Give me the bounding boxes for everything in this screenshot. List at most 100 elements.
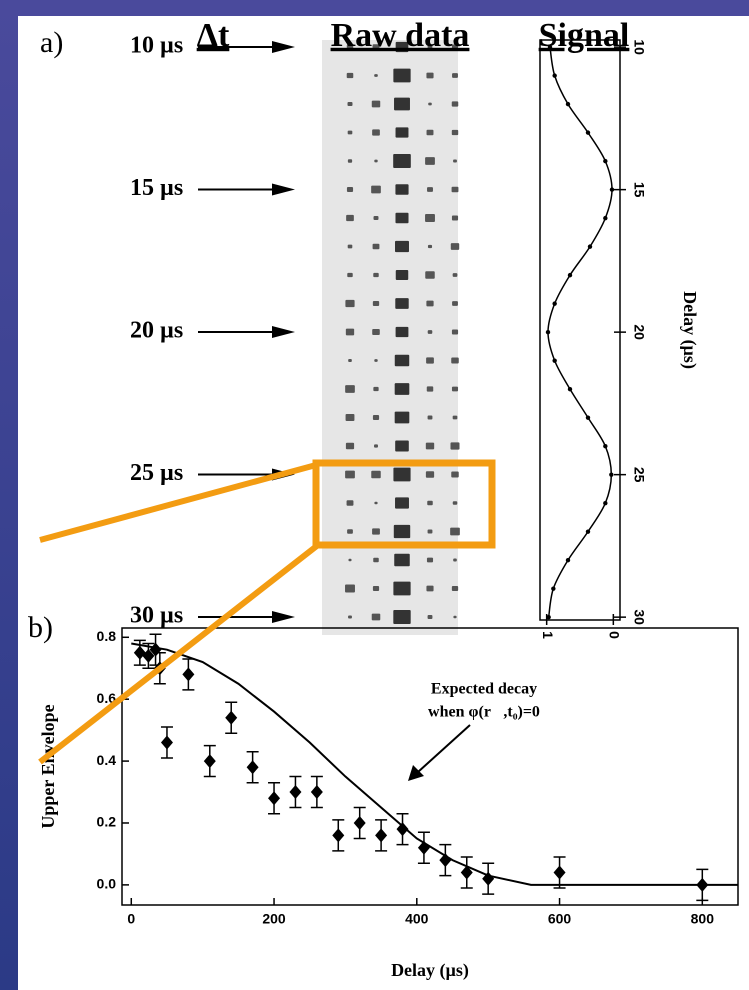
- raw-spot: [371, 186, 381, 194]
- raw-spot: [374, 502, 377, 505]
- raw-spot: [345, 585, 355, 593]
- raw-spot: [348, 615, 352, 618]
- raw-spot: [453, 559, 457, 562]
- signal-point: [566, 558, 570, 562]
- raw-spot: [395, 184, 408, 195]
- signal-point: [603, 159, 607, 163]
- raw-spot: [348, 359, 352, 362]
- y-tick-label: 20: [631, 324, 647, 340]
- raw-spot: [393, 69, 410, 83]
- raw-spot: [394, 525, 410, 538]
- raw-spot: [426, 301, 433, 307]
- raw-spot: [346, 215, 354, 221]
- y-tick-label: 0.0: [97, 876, 117, 892]
- raw-spot: [426, 586, 433, 592]
- raw-spot: [393, 610, 410, 624]
- raw-spot: [394, 98, 410, 111]
- raw-spot: [373, 586, 379, 591]
- raw-spot: [453, 416, 458, 420]
- column-header: Signal: [539, 17, 630, 54]
- raw-spot: [374, 444, 378, 447]
- raw-spot: [451, 243, 459, 250]
- raw-spot: [347, 529, 353, 534]
- signal-point: [603, 444, 607, 448]
- panel-label: b): [28, 611, 53, 644]
- raw-spot: [453, 616, 456, 619]
- raw-spot: [374, 160, 377, 163]
- raw-spot: [453, 273, 458, 277]
- raw-spot: [347, 500, 354, 506]
- signal-point: [610, 187, 614, 191]
- raw-spot: [348, 159, 352, 162]
- delay-label: 10 µs: [130, 33, 183, 59]
- raw-spot: [453, 501, 458, 505]
- raw-spot: [395, 441, 409, 452]
- raw-spot: [395, 213, 408, 223]
- delay-label: 15 µs: [130, 175, 183, 201]
- raw-spot: [346, 329, 354, 336]
- x-tick-label: 800: [691, 911, 715, 927]
- y-tick-label: 15: [631, 182, 647, 198]
- signal-point: [566, 102, 570, 106]
- delay-label: 20 µs: [130, 318, 183, 344]
- raw-spot: [396, 127, 409, 137]
- raw-spot: [348, 245, 353, 249]
- raw-spot: [426, 73, 433, 79]
- raw-spot: [374, 216, 379, 220]
- raw-spot: [395, 412, 410, 424]
- raw-spot: [394, 554, 410, 566]
- annotation: Expected decay: [431, 681, 537, 698]
- column-header: Δt: [197, 17, 230, 54]
- y-tick-label: 0.8: [97, 628, 117, 644]
- raw-spot: [393, 582, 410, 596]
- column-header: Raw data: [331, 17, 470, 54]
- raw-spot: [425, 214, 435, 222]
- delay-label: 25 µs: [130, 460, 183, 486]
- raw-spot: [452, 301, 458, 306]
- raw-spot: [372, 614, 381, 621]
- signal-point: [552, 358, 556, 362]
- raw-spot: [372, 129, 380, 135]
- raw-spot: [395, 497, 409, 508]
- x-tick-label: 0: [127, 911, 135, 927]
- y-tick-label: 0.4: [97, 752, 117, 768]
- raw-spot: [426, 471, 434, 478]
- axis-label: Delay (µs): [679, 291, 700, 369]
- raw-spot: [373, 558, 379, 562]
- raw-spot: [395, 298, 408, 309]
- x-tick-label: 400: [405, 911, 429, 927]
- y-tick-label: 0.2: [97, 814, 117, 830]
- raw-spot: [372, 528, 380, 534]
- raw-spot: [373, 415, 379, 420]
- raw-spot: [348, 102, 353, 106]
- raw-spot: [452, 130, 458, 135]
- raw-spot: [372, 329, 380, 335]
- raw-spot: [395, 241, 409, 252]
- signal-point: [551, 586, 555, 590]
- raw-spot: [346, 414, 355, 421]
- signal-point: [603, 501, 607, 505]
- raw-spot: [347, 73, 354, 78]
- raw-spot: [425, 271, 434, 279]
- raw-spot: [348, 131, 353, 135]
- raw-spot: [452, 187, 459, 192]
- signal-point: [546, 330, 550, 334]
- delay-label: 30 µs: [130, 603, 183, 629]
- raw-spot: [396, 327, 409, 337]
- raw-spot: [373, 387, 378, 391]
- y-tick-label: 10: [631, 39, 647, 55]
- raw-spot: [452, 586, 458, 591]
- raw-spot: [428, 530, 433, 534]
- slide: a) b) Δt Raw data Signal 10 µs15 µs20 µs…: [0, 0, 749, 990]
- raw-spot: [427, 187, 433, 192]
- raw-spot: [347, 187, 353, 192]
- raw-spot: [427, 501, 433, 505]
- raw-spot: [426, 357, 434, 363]
- raw-spot: [373, 273, 378, 277]
- axis-label: Delay (µs): [391, 960, 469, 981]
- raw-spot: [425, 157, 435, 165]
- signal-point: [552, 73, 556, 77]
- raw-spot: [395, 355, 409, 367]
- signal-point: [568, 273, 572, 277]
- y-tick-label: 25: [631, 467, 647, 483]
